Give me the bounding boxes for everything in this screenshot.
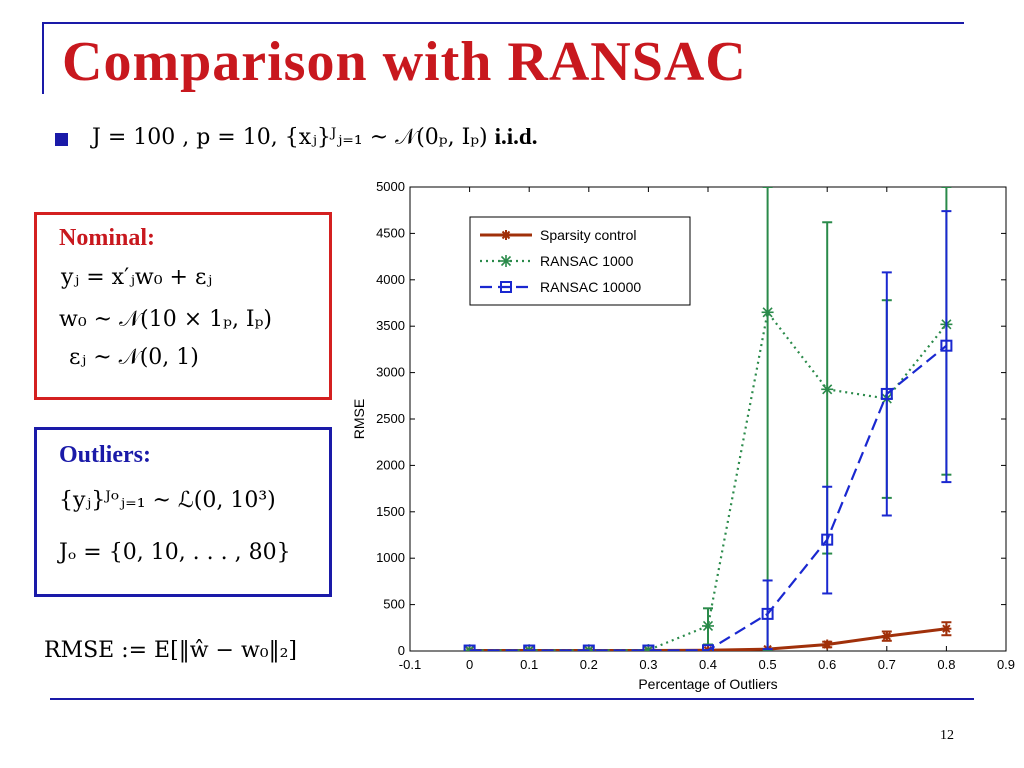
plot-area [463, 187, 953, 651]
y-tick-label: 500 [383, 597, 405, 612]
bullet-iid: i.i.d. [494, 124, 538, 149]
x-tick-label: 0.8 [937, 657, 955, 672]
data-point [646, 645, 654, 651]
x-tick-label: 0 [466, 657, 473, 672]
bullet-square-icon [55, 133, 68, 146]
data-point [822, 640, 832, 649]
y-tick-label: 2500 [376, 411, 405, 426]
x-tick-label: 0.1 [520, 657, 538, 672]
nominal-eq2: w₀ ~ 𝒩(10 × 1ₚ, Iₚ) [59, 307, 272, 332]
data-point [880, 387, 893, 400]
data-point [821, 533, 834, 546]
data-point [642, 644, 655, 651]
rmse-chart: -0.1 0 0.1 0.2 0.3 0.4 0.5 0.6 0.7 0.8 0.905001000… [351, 179, 1015, 692]
y-tick-label: 3000 [376, 365, 405, 380]
data-point [500, 281, 512, 293]
nominal-eq3: εⱼ ~ 𝒩(0, 1) [69, 345, 199, 370]
x-tick-label: 0.2 [580, 657, 598, 672]
data-point [500, 255, 512, 267]
outliers-heading: Outliers: [59, 442, 151, 468]
bullet-formula: J = 100 , p = 10, {xⱼ}ᴶⱼ₌₁ ~ 𝒩(0ₚ, Iₚ) [92, 125, 488, 150]
y-tick-label: 4000 [376, 272, 405, 287]
data-point [942, 624, 951, 633]
y-tick-label: 4500 [376, 225, 405, 240]
page-number: 12 [940, 728, 954, 743]
y-tick-label: 2000 [376, 457, 405, 472]
x-axis-label: Percentage of Outliers [638, 676, 777, 692]
y-axis-label: RMSE [351, 399, 367, 439]
nominal-box: Nominal: yⱼ = x′ⱼw₀ + εⱼ w₀ ~ 𝒩(10 × 1ₚ,… [34, 212, 332, 400]
nominal-heading: Nominal: [59, 225, 155, 251]
x-tick-label: -0.1 [399, 657, 421, 672]
bullet-line: J = 100 , p = 10, {xⱼ}ᴶⱼ₌₁ ~ 𝒩(0ₚ, Iₚ) i… [92, 124, 537, 150]
y-tick-label: 1500 [376, 504, 405, 519]
data-point [702, 644, 714, 651]
y-tick-label: 1000 [376, 550, 405, 565]
series-line [469, 344, 948, 651]
x-tick-label: 0.4 [699, 657, 717, 672]
series-2 [463, 210, 953, 651]
x-tick-label: 0.3 [639, 657, 657, 672]
data-point [940, 339, 953, 352]
data-point [501, 230, 511, 240]
nominal-eq1: yⱼ = x′ⱼw₀ + εⱼ [61, 265, 213, 290]
y-tick-label: 5000 [376, 179, 405, 194]
slide-title: Comparison with RANSAC [62, 31, 747, 93]
y-tick-label: 0 [398, 643, 405, 658]
legend-label: RANSAC 1000 [540, 253, 634, 269]
data-point [882, 631, 892, 641]
data-point [582, 644, 595, 651]
x-tick-label: 0.5 [759, 657, 777, 672]
data-point [761, 607, 774, 620]
title-rule-top [42, 22, 964, 24]
legend-label: RANSAC 10000 [540, 279, 641, 295]
title-rule-left [42, 22, 44, 94]
x-tick-label: 0.9 [997, 657, 1015, 672]
outliers-eq1: {yⱼ}ᴶᵒⱼ₌₁ ~ ℒ(0, 10³) [59, 488, 276, 513]
legend: Sparsity control RANSAC 1000 RANSAC 10000 [469, 216, 691, 306]
legend-label: Sparsity control [540, 227, 636, 243]
outliers-eq2: Jₒ = {0, 10, . . . , 80} [59, 540, 291, 565]
data-point [463, 644, 476, 651]
outliers-box: Outliers: {yⱼ}ᴶᵒⱼ₌₁ ~ ℒ(0, 10³) Jₒ = {0,… [34, 427, 332, 597]
y-tick-label: 3500 [376, 318, 405, 333]
data-point [762, 307, 773, 318]
rmse-definition: RMSE := E[‖ŵ − w₀‖₂] [44, 638, 297, 663]
data-point [523, 644, 536, 651]
x-tick-label: 0.6 [818, 657, 836, 672]
x-tick-label: 0.7 [878, 657, 896, 672]
data-point [702, 620, 714, 632]
data-point [822, 384, 833, 395]
footer-rule [50, 698, 974, 700]
